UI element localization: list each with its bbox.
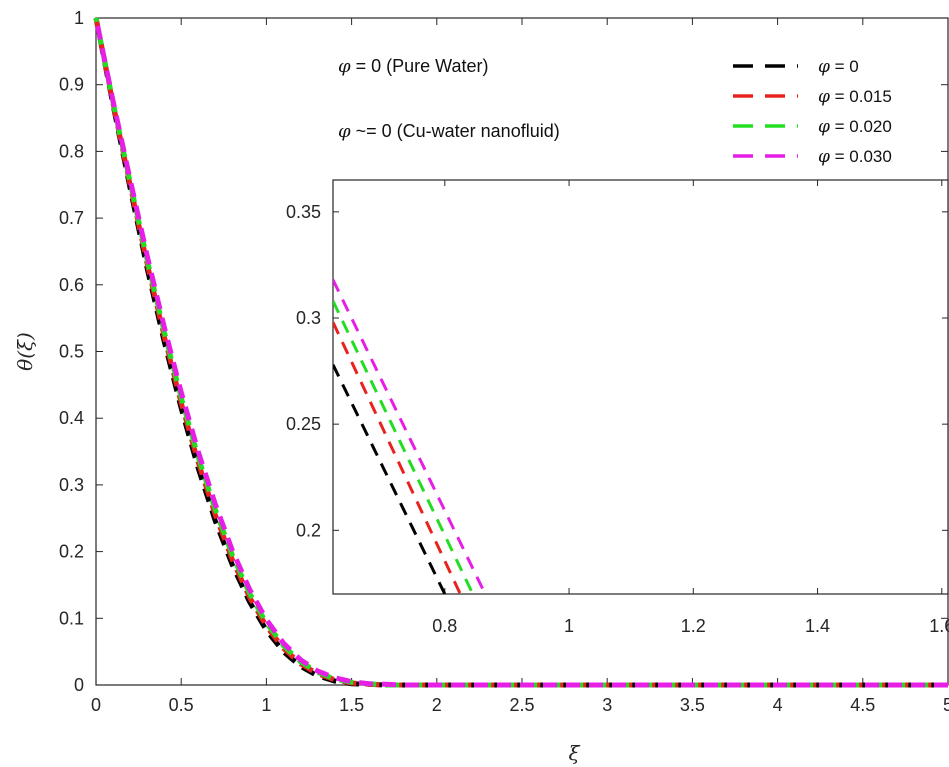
y-tick-label: 0.1 bbox=[59, 608, 84, 628]
y-tick-label: 0.2 bbox=[59, 542, 84, 562]
series-line-3 bbox=[93, 17, 948, 688]
annotation-phi: φ bbox=[338, 56, 351, 77]
y-tick-label: 0 bbox=[74, 675, 84, 695]
inset-series-line-3 bbox=[333, 279, 487, 594]
legend-phi: φ bbox=[818, 87, 830, 107]
legend-text: = 0.015 bbox=[830, 87, 892, 106]
y-tick-label: 0.5 bbox=[59, 342, 84, 362]
inset-series-line-1 bbox=[333, 321, 462, 594]
x-tick-label: 5 bbox=[943, 695, 949, 715]
legend-label-1: φ = 0.015 bbox=[818, 87, 892, 107]
y-tick-label: 1 bbox=[74, 8, 84, 28]
legend-text: = 0 bbox=[830, 57, 859, 76]
y-axis-label: θ(ξ) bbox=[13, 332, 37, 371]
annotation-text: = 0 (Pure Water) bbox=[351, 56, 489, 76]
legend-phi: φ bbox=[818, 117, 830, 137]
x-tick-label: 1.5 bbox=[339, 695, 364, 715]
inset-x-tick-label: 1.4 bbox=[805, 616, 830, 636]
x-tick-label: 2.5 bbox=[509, 695, 534, 715]
inset-y-tick-label: 0.35 bbox=[286, 202, 321, 222]
inset-series-line-2 bbox=[333, 300, 475, 594]
inset-plot-frame bbox=[332, 179, 949, 595]
inset-y-tick-label: 0.25 bbox=[286, 414, 321, 434]
x-tick-label: 0.5 bbox=[169, 695, 194, 715]
inset-x-tick-label: 1.6 bbox=[929, 616, 949, 636]
y-tick-label: 0.9 bbox=[59, 75, 84, 95]
y-tick-label: 0.3 bbox=[59, 475, 84, 495]
annotation-phi: φ bbox=[338, 121, 351, 142]
annotation-2: φ ~= 0 (Cu-water nanofluid) bbox=[338, 121, 560, 142]
x-tick-label: 0 bbox=[91, 695, 101, 715]
x-tick-label: 3.5 bbox=[680, 695, 705, 715]
y-tick-label: 0.6 bbox=[59, 275, 84, 295]
inset-x-tick-label: 1 bbox=[564, 616, 574, 636]
legend-label-2: φ = 0.020 bbox=[818, 117, 892, 137]
legend-label-3: φ = 0.030 bbox=[818, 147, 892, 167]
legend-phi: φ bbox=[818, 57, 830, 77]
legend-phi: φ bbox=[818, 147, 830, 167]
x-tick-label: 1 bbox=[261, 695, 271, 715]
inset-x-tick-label: 1.2 bbox=[681, 616, 706, 636]
y-tick-label: 0.8 bbox=[59, 141, 84, 161]
annotation-1: φ = 0 (Pure Water) bbox=[338, 56, 488, 77]
inset-x-tick-label: 0.8 bbox=[432, 616, 457, 636]
x-tick-label: 3 bbox=[602, 695, 612, 715]
y-tick-label: 0.4 bbox=[59, 408, 84, 428]
inset-y-tick-label: 0.2 bbox=[296, 520, 321, 540]
legend-text: = 0.020 bbox=[830, 117, 892, 136]
legend-label-0: φ = 0 bbox=[818, 57, 859, 77]
annotation-text: ~= 0 (Cu-water nanofluid) bbox=[351, 121, 560, 141]
x-tick-label: 4.5 bbox=[850, 695, 875, 715]
x-tick-label: 4 bbox=[773, 695, 783, 715]
inset-y-tick-label: 0.3 bbox=[296, 308, 321, 328]
y-tick-label: 0.7 bbox=[59, 208, 84, 228]
legend-text: = 0.030 bbox=[830, 147, 892, 166]
x-axis-label: ξ bbox=[568, 741, 580, 765]
x-tick-label: 2 bbox=[432, 695, 442, 715]
